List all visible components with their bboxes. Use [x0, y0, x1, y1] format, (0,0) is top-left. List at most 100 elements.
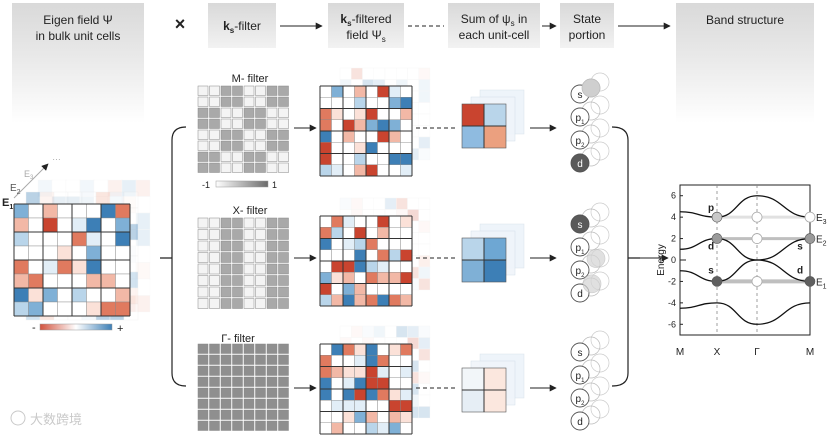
eigen-colorbar-minus: - [32, 322, 36, 334]
field-cell [365, 411, 378, 423]
header-kfiltered-rest: -filtered [352, 12, 392, 26]
filter-cell [243, 140, 255, 151]
filter-cell [232, 96, 243, 107]
state-column-1: s p1 p2 d [570, 202, 610, 303]
field-cell [400, 343, 413, 356]
field-cell [377, 411, 390, 423]
filter-cell [278, 118, 289, 129]
field-cell [400, 119, 413, 132]
field-cell [57, 231, 73, 247]
field-cell [377, 294, 390, 307]
header-sum-box: Sum of ψs in each unit-cell [448, 3, 540, 48]
band-level-label: E3 [816, 213, 827, 226]
field-cell [71, 217, 87, 233]
filter-cell [232, 409, 243, 420]
field-cell [354, 411, 367, 423]
field-cell [400, 249, 413, 262]
filtered-field-0 [319, 85, 413, 177]
filter-cell [209, 398, 220, 409]
field-cell [354, 388, 367, 401]
field-cell [319, 377, 332, 390]
filter-cell [232, 298, 243, 309]
field-cell [100, 259, 116, 275]
field-cell [342, 388, 355, 401]
field-cell [13, 203, 29, 219]
filter-cell [278, 409, 289, 420]
filter-grids [197, 85, 289, 431]
sum-cell [483, 367, 507, 391]
filter-cell [255, 129, 266, 140]
filter-cell [266, 365, 278, 376]
field-cell [354, 153, 367, 165]
header-state-line2: portion [569, 28, 606, 42]
field-cell [28, 217, 44, 233]
field-cell [42, 287, 58, 303]
filter-cell [266, 376, 278, 387]
field-cell [400, 377, 413, 390]
field-cell [331, 153, 344, 165]
sum-cell [483, 103, 507, 127]
filter-cell [197, 129, 209, 140]
field-cell [377, 343, 390, 356]
filter-cell [232, 107, 243, 118]
field-cell [71, 301, 87, 317]
field-cell [319, 130, 332, 143]
filter-cell [197, 376, 209, 387]
field-cell [354, 343, 367, 356]
field-cell [86, 231, 102, 247]
field-cell [331, 294, 344, 307]
svg-text:E1: E1 [2, 197, 13, 211]
filter-cell [232, 85, 243, 96]
sum-cell [461, 103, 485, 127]
header-kfilter-sub: s [230, 26, 235, 35]
eigen-layer-1 [13, 203, 131, 317]
filter-cell [278, 252, 289, 263]
filter-colorbar-min: -1 [202, 180, 210, 190]
band-gamma-point [751, 276, 763, 287]
filter-cell [266, 140, 278, 151]
filter-cell [266, 229, 278, 240]
filter-cell [232, 365, 243, 376]
svg-text:ks-filtered: ks-filtered [340, 12, 391, 28]
field-cell [86, 259, 102, 275]
filter-cell [232, 151, 243, 162]
band-gamma-point [751, 211, 763, 223]
filter-cell [209, 275, 220, 286]
field-cell [388, 238, 401, 250]
svg-text:E3: E3 [24, 169, 34, 181]
field-cell [354, 294, 367, 307]
filter-cell [266, 240, 278, 252]
state-label-p2: p2 [576, 136, 586, 149]
filter-cell [255, 343, 266, 354]
band-structure-chart: 6 4 2 0 -2 -4 -6 Energy M X Γ M E3 E2 E1 p d s s d [656, 184, 827, 358]
filter-cell [197, 387, 209, 398]
state-label-d: d [577, 159, 583, 170]
filter-cell [266, 263, 278, 275]
field-cell [57, 203, 73, 219]
state-label-p2: p2 [576, 266, 586, 279]
field-cell [57, 273, 73, 289]
filter-cell [209, 229, 220, 240]
filter-cell [209, 409, 220, 420]
band-point-label: s [797, 242, 803, 253]
field-cell [331, 108, 344, 120]
field-cell [377, 283, 390, 295]
field-cell [400, 85, 413, 98]
field-cell [388, 130, 401, 143]
filter-cell [220, 229, 232, 240]
field-cell [115, 203, 131, 219]
field-cell [354, 108, 367, 120]
field-cell [13, 273, 29, 289]
field-cell [319, 343, 332, 356]
field-cell [377, 355, 390, 367]
filter-cell [232, 118, 243, 129]
filter-cell [209, 240, 220, 252]
filter-cell [197, 263, 209, 275]
row-connectors [294, 124, 557, 392]
filter-cell [255, 298, 266, 309]
field-cell [388, 377, 401, 390]
field-cell [42, 231, 58, 247]
header-kfiltered-sub: s [347, 19, 352, 28]
field-cell [319, 249, 332, 262]
